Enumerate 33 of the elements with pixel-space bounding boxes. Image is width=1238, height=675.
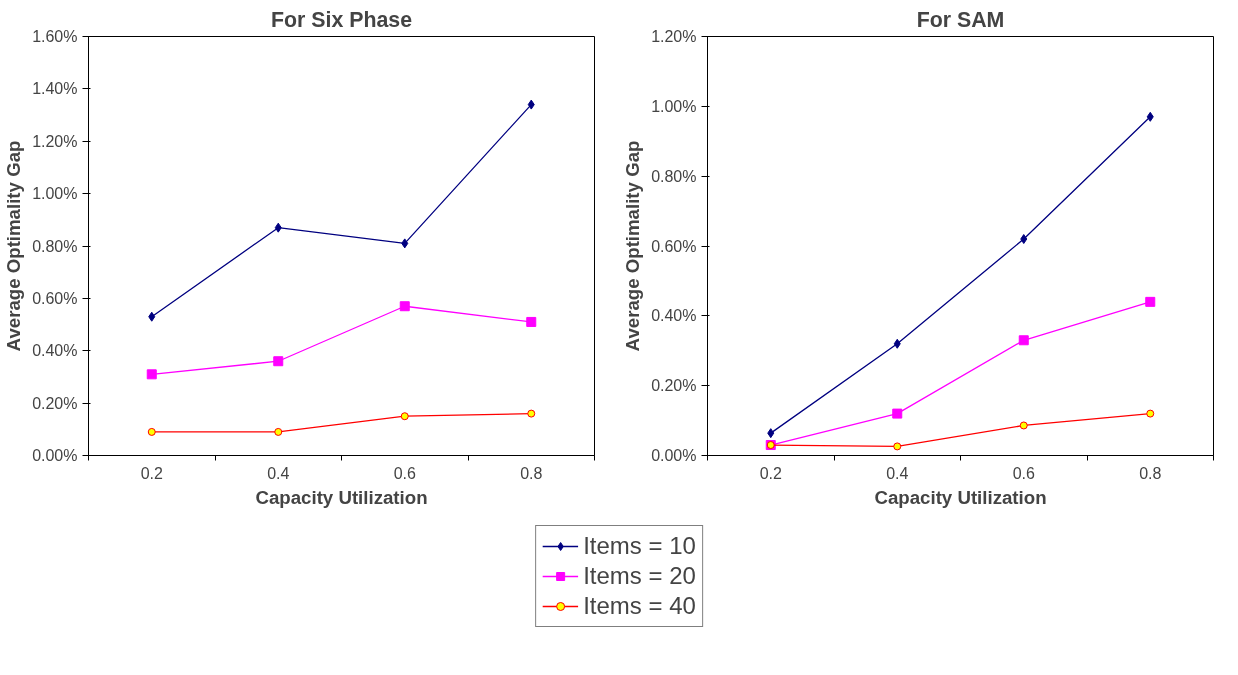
y-tick-label: 0.60%	[32, 289, 78, 307]
x-tick-label: 0.4	[267, 464, 290, 482]
legend-label: Items = 10	[583, 532, 696, 560]
y-tick-label: 1.60%	[32, 28, 78, 45]
y-tick-label: 1.00%	[651, 97, 697, 115]
legend-label: Items = 20	[583, 562, 696, 590]
x-tick-label: 0.8	[1139, 464, 1162, 482]
chart-title: For SAM	[916, 7, 1005, 32]
y-tick-label: 0.40%	[32, 342, 78, 360]
x-tick-label: 0.2	[759, 464, 782, 482]
y-tick-label: 0.60%	[651, 237, 697, 255]
y-tick-label: 1.20%	[651, 28, 697, 45]
y-tick-label: 0.00%	[651, 447, 697, 464]
y-tick-label: 0.40%	[651, 307, 697, 325]
x-tick-label: 0.2	[140, 464, 163, 482]
x-tick-label: 0.4	[886, 464, 909, 482]
y-tick-label: 0.00%	[32, 447, 78, 464]
x-axis-title: Capacity Utilization	[255, 486, 428, 508]
y-axis-title: Average Optimality Gap	[622, 140, 644, 352]
y-axis-title: Average Optimality Gap	[3, 140, 25, 352]
x-tick-label: 0.6	[393, 464, 416, 482]
x-axis-title: Capacity Utilization	[874, 486, 1047, 508]
x-tick-label: 0.8	[520, 464, 543, 482]
y-tick-label: 0.20%	[651, 377, 697, 395]
y-tick-label: 1.40%	[32, 80, 78, 98]
x-tick-label: 0.6	[1012, 464, 1035, 482]
y-tick-label: 0.20%	[32, 394, 78, 412]
y-tick-label: 0.80%	[651, 167, 697, 185]
legend-label: Items = 40	[583, 592, 696, 620]
y-tick-label: 1.20%	[32, 132, 78, 150]
chart-title: For Six Phase	[270, 7, 413, 32]
y-tick-label: 1.00%	[32, 185, 78, 203]
y-tick-label: 0.80%	[32, 237, 78, 255]
